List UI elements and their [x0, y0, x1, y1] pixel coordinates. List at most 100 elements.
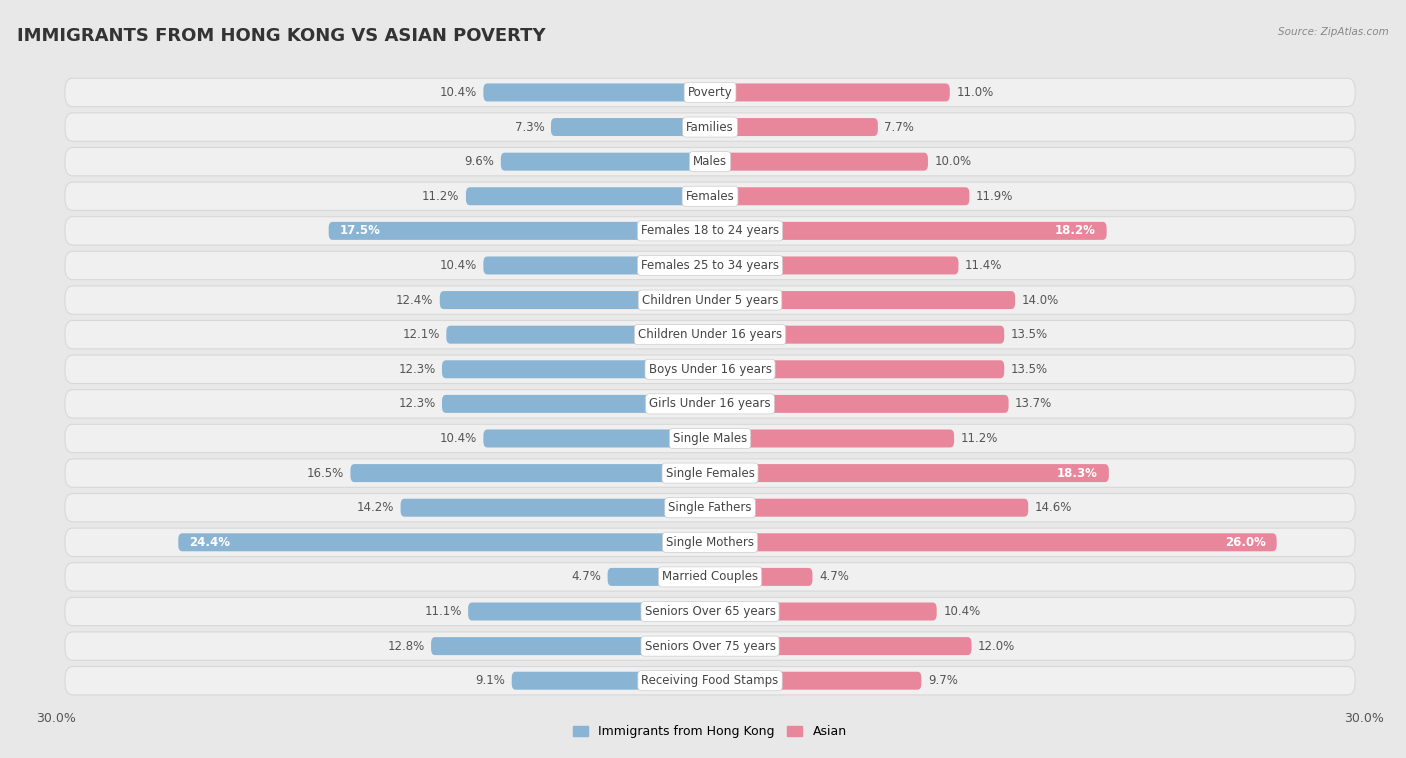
Text: Families: Families	[686, 121, 734, 133]
Text: 10.4%: 10.4%	[440, 259, 477, 272]
Text: 4.7%: 4.7%	[571, 571, 602, 584]
FancyBboxPatch shape	[710, 534, 1277, 551]
FancyBboxPatch shape	[710, 603, 936, 621]
Text: 12.8%: 12.8%	[387, 640, 425, 653]
FancyBboxPatch shape	[710, 118, 877, 136]
Text: 4.7%: 4.7%	[818, 571, 849, 584]
Text: Receiving Food Stamps: Receiving Food Stamps	[641, 674, 779, 688]
Text: 11.2%: 11.2%	[422, 190, 460, 202]
FancyBboxPatch shape	[179, 534, 710, 551]
Text: 14.2%: 14.2%	[357, 501, 394, 514]
Text: 9.1%: 9.1%	[475, 674, 505, 688]
Text: Seniors Over 75 years: Seniors Over 75 years	[644, 640, 776, 653]
Text: 17.5%: 17.5%	[340, 224, 381, 237]
Text: 24.4%: 24.4%	[190, 536, 231, 549]
Legend: Immigrants from Hong Kong, Asian: Immigrants from Hong Kong, Asian	[568, 720, 852, 744]
Text: Boys Under 16 years: Boys Under 16 years	[648, 363, 772, 376]
FancyBboxPatch shape	[65, 78, 1355, 107]
FancyBboxPatch shape	[710, 430, 955, 447]
FancyBboxPatch shape	[65, 562, 1355, 591]
Text: 10.4%: 10.4%	[440, 432, 477, 445]
Text: 9.7%: 9.7%	[928, 674, 957, 688]
Text: 10.0%: 10.0%	[935, 155, 972, 168]
Text: 12.0%: 12.0%	[979, 640, 1015, 653]
FancyBboxPatch shape	[484, 83, 710, 102]
Text: 14.0%: 14.0%	[1022, 293, 1059, 306]
Text: Females: Females	[686, 190, 734, 202]
FancyBboxPatch shape	[710, 464, 1109, 482]
Text: 12.3%: 12.3%	[398, 363, 436, 376]
FancyBboxPatch shape	[65, 666, 1355, 695]
Text: Single Males: Single Males	[673, 432, 747, 445]
Text: 12.4%: 12.4%	[396, 293, 433, 306]
Text: 13.7%: 13.7%	[1015, 397, 1052, 410]
FancyBboxPatch shape	[710, 291, 1015, 309]
FancyBboxPatch shape	[710, 83, 950, 102]
FancyBboxPatch shape	[65, 632, 1355, 660]
Text: 13.5%: 13.5%	[1011, 363, 1047, 376]
FancyBboxPatch shape	[710, 360, 1004, 378]
FancyBboxPatch shape	[710, 326, 1004, 343]
FancyBboxPatch shape	[551, 118, 710, 136]
Text: 16.5%: 16.5%	[307, 467, 344, 480]
FancyBboxPatch shape	[65, 459, 1355, 487]
FancyBboxPatch shape	[440, 291, 710, 309]
Text: 11.2%: 11.2%	[960, 432, 998, 445]
FancyBboxPatch shape	[710, 499, 1028, 517]
FancyBboxPatch shape	[710, 568, 813, 586]
Text: Females 25 to 34 years: Females 25 to 34 years	[641, 259, 779, 272]
FancyBboxPatch shape	[441, 360, 710, 378]
Text: 7.7%: 7.7%	[884, 121, 914, 133]
Text: Children Under 5 years: Children Under 5 years	[641, 293, 779, 306]
Text: IMMIGRANTS FROM HONG KONG VS ASIAN POVERTY: IMMIGRANTS FROM HONG KONG VS ASIAN POVER…	[17, 27, 546, 45]
Text: 11.4%: 11.4%	[965, 259, 1002, 272]
FancyBboxPatch shape	[65, 390, 1355, 418]
FancyBboxPatch shape	[65, 286, 1355, 315]
FancyBboxPatch shape	[65, 113, 1355, 141]
FancyBboxPatch shape	[710, 152, 928, 171]
Text: Poverty: Poverty	[688, 86, 733, 99]
FancyBboxPatch shape	[446, 326, 710, 343]
Text: 7.3%: 7.3%	[515, 121, 544, 133]
Text: 13.5%: 13.5%	[1011, 328, 1047, 341]
Text: Source: ZipAtlas.com: Source: ZipAtlas.com	[1278, 27, 1389, 36]
Text: Seniors Over 65 years: Seniors Over 65 years	[644, 605, 776, 618]
FancyBboxPatch shape	[65, 424, 1355, 453]
Text: Males: Males	[693, 155, 727, 168]
FancyBboxPatch shape	[65, 217, 1355, 245]
Text: 10.4%: 10.4%	[943, 605, 980, 618]
FancyBboxPatch shape	[441, 395, 710, 413]
FancyBboxPatch shape	[65, 148, 1355, 176]
Text: Single Fathers: Single Fathers	[668, 501, 752, 514]
Text: Girls Under 16 years: Girls Under 16 years	[650, 397, 770, 410]
FancyBboxPatch shape	[710, 637, 972, 655]
FancyBboxPatch shape	[710, 395, 1008, 413]
Text: 18.2%: 18.2%	[1054, 224, 1095, 237]
Text: 18.3%: 18.3%	[1057, 467, 1098, 480]
Text: 11.0%: 11.0%	[956, 86, 994, 99]
Text: Children Under 16 years: Children Under 16 years	[638, 328, 782, 341]
FancyBboxPatch shape	[468, 603, 710, 621]
FancyBboxPatch shape	[512, 672, 710, 690]
Text: 12.1%: 12.1%	[402, 328, 440, 341]
Text: Single Females: Single Females	[665, 467, 755, 480]
FancyBboxPatch shape	[710, 672, 921, 690]
FancyBboxPatch shape	[484, 430, 710, 447]
FancyBboxPatch shape	[710, 222, 1107, 240]
FancyBboxPatch shape	[501, 152, 710, 171]
FancyBboxPatch shape	[432, 637, 710, 655]
FancyBboxPatch shape	[65, 493, 1355, 522]
FancyBboxPatch shape	[710, 187, 969, 205]
Text: 12.3%: 12.3%	[398, 397, 436, 410]
Text: 14.6%: 14.6%	[1035, 501, 1073, 514]
FancyBboxPatch shape	[65, 597, 1355, 625]
Text: Females 18 to 24 years: Females 18 to 24 years	[641, 224, 779, 237]
Text: Married Couples: Married Couples	[662, 571, 758, 584]
FancyBboxPatch shape	[607, 568, 710, 586]
FancyBboxPatch shape	[65, 321, 1355, 349]
FancyBboxPatch shape	[401, 499, 710, 517]
Text: 9.6%: 9.6%	[464, 155, 495, 168]
FancyBboxPatch shape	[65, 355, 1355, 384]
FancyBboxPatch shape	[65, 528, 1355, 556]
Text: Single Mothers: Single Mothers	[666, 536, 754, 549]
